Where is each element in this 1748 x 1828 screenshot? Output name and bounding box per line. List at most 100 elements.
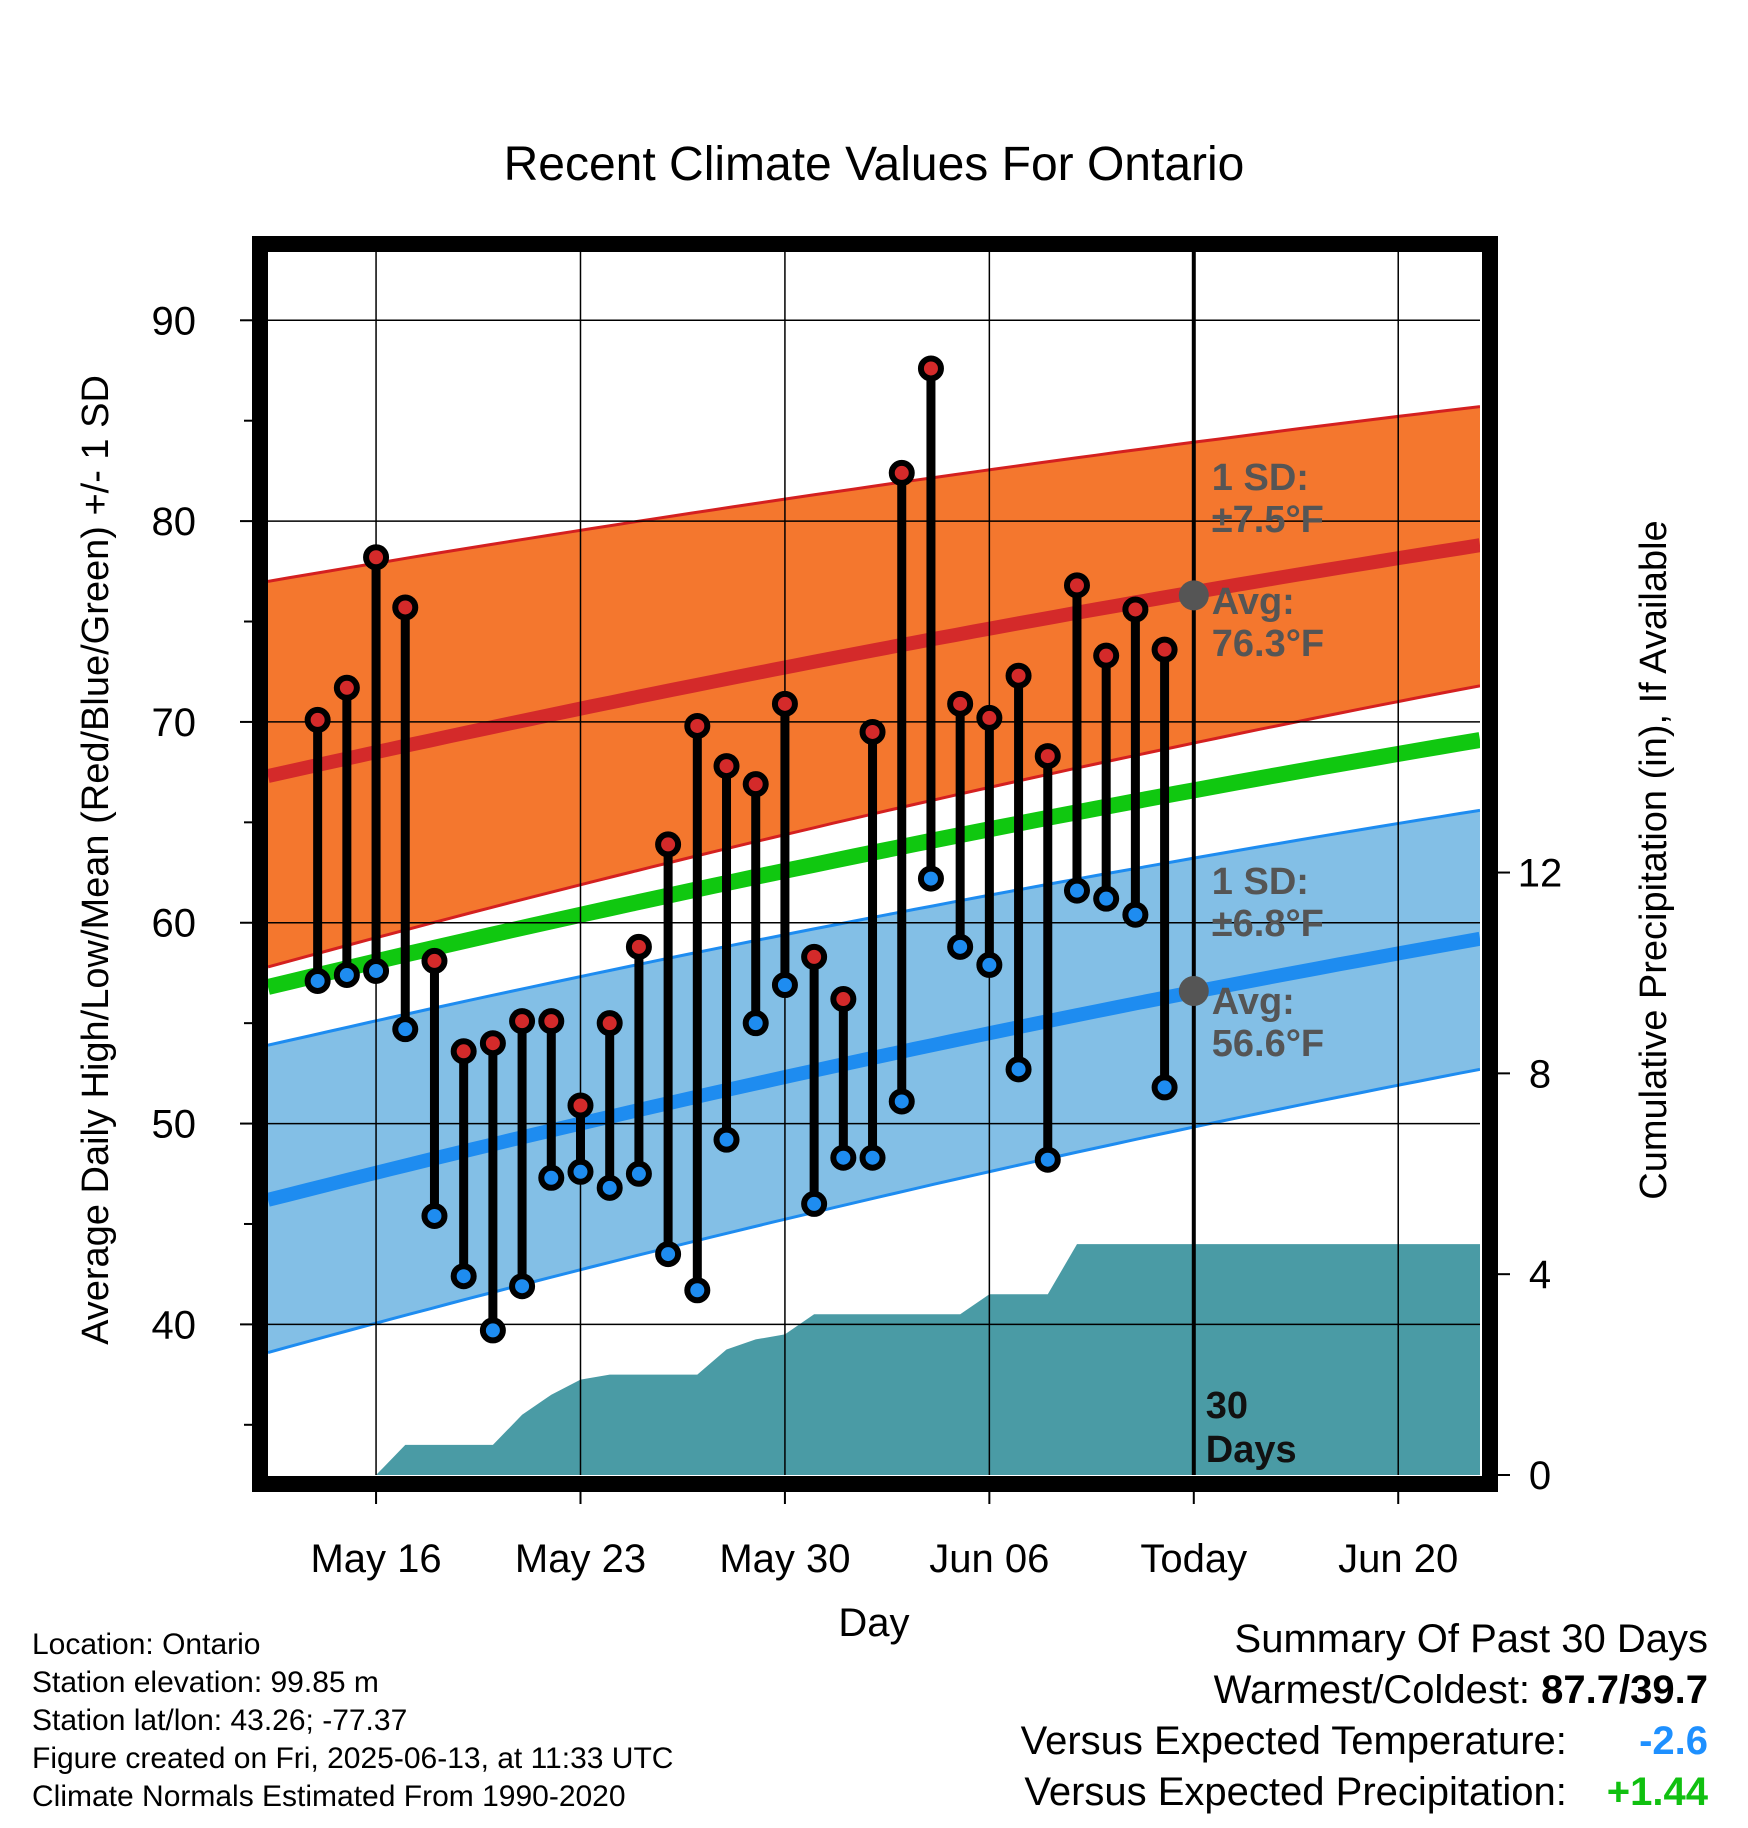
- x-tick-label: May 23: [515, 1537, 646, 1581]
- daily-low-point: [333, 961, 360, 988]
- x-tick-label: Jun 06: [929, 1537, 1049, 1581]
- warm-cold-value: 87.7/39.7: [1541, 1668, 1708, 1712]
- daily-low-point: [1151, 1074, 1178, 1101]
- summary-heading: Summary Of Past 30 Days: [1234, 1617, 1708, 1661]
- summary-panel: Summary Of Past 30 Days Warmest/Coldest:…: [1021, 1614, 1708, 1818]
- daily-low-point: [450, 1263, 477, 1290]
- low-avg-label: Avg:: [1212, 981, 1295, 1023]
- high-band: [268, 406, 1480, 967]
- low-sd-label: 1 SD:: [1212, 861, 1309, 903]
- daily-low-point: [421, 1202, 448, 1229]
- daily-low-point: [567, 1158, 594, 1185]
- high-sd-label: 1 SD:: [1212, 457, 1309, 499]
- y2-tick-label: 8: [1529, 1052, 1551, 1096]
- y2-axis-label: Cumulative Precipitation (in), If Availa…: [1633, 520, 1675, 1199]
- daily-high-point: [538, 1008, 565, 1035]
- latlon-text: Station lat/lon: 43.26; -77.37: [32, 1704, 408, 1737]
- elevation-text: Station elevation: 99.85 m: [32, 1666, 379, 1699]
- daily-high-point: [450, 1038, 477, 1065]
- daily-low-point: [625, 1160, 652, 1187]
- y-tick-label: 80: [152, 500, 197, 544]
- daily-high-point: [333, 674, 360, 701]
- x-axis-label: Day: [838, 1601, 909, 1645]
- daily-low-point: [1034, 1146, 1061, 1173]
- daily-low-point: [538, 1164, 565, 1191]
- y-tick-label: 40: [152, 1303, 197, 1347]
- daily-low-point: [888, 1088, 915, 1115]
- plot-frame: [252, 236, 1498, 1492]
- daily-high-point: [771, 690, 798, 717]
- high-band-upper-edge: [268, 405, 1480, 583]
- daily-high-point: [742, 771, 769, 798]
- daily-high-point: [509, 1008, 536, 1035]
- low-band-lower-edge: [268, 1067, 1480, 1354]
- y2-tick-label: 0: [1529, 1454, 1551, 1498]
- cumulative-precip-area: [268, 1244, 1480, 1475]
- daily-low-point: [655, 1241, 682, 1268]
- x-tick-label: Today: [1140, 1537, 1247, 1581]
- y2-tick-label: 12: [1518, 852, 1563, 896]
- x-tick-label: Jun 20: [1338, 1537, 1458, 1581]
- precip-label: Versus Expected Precipitation:: [1024, 1770, 1567, 1814]
- daily-low-point: [363, 957, 390, 984]
- daily-high-point: [976, 704, 1003, 731]
- daily-low-point: [684, 1277, 711, 1304]
- y2-tick-label: 4: [1529, 1253, 1551, 1297]
- daily-high-point: [1151, 636, 1178, 663]
- daily-high-point: [713, 753, 740, 780]
- y-tick-label: 50: [152, 1103, 197, 1147]
- today-low-avg-marker: [1178, 976, 1209, 1007]
- low-sd-value: ±6.8°F: [1212, 903, 1324, 945]
- daily-low-point: [771, 972, 798, 998]
- daily-high-point: [684, 712, 711, 739]
- y-tick-label: 60: [152, 902, 197, 946]
- y-tick-label: 70: [152, 701, 197, 745]
- daily-low-point: [713, 1126, 740, 1153]
- daily-low-point: [859, 1144, 886, 1171]
- daily-high-point: [625, 933, 652, 960]
- temp-value: -2.6: [1639, 1719, 1708, 1763]
- daily-low-point: [742, 1010, 769, 1037]
- x-tick-label: May 16: [310, 1537, 441, 1581]
- station-info: Location: Ontario Station elevation: 99.…: [32, 1626, 673, 1816]
- daily-high-point: [479, 1030, 506, 1057]
- daily-low-point: [947, 933, 974, 960]
- days-label-word: Days: [1206, 1429, 1297, 1471]
- daily-high-point: [304, 706, 331, 733]
- daily-low-point: [304, 967, 331, 994]
- daily-high-point: [1034, 743, 1061, 770]
- high-avg-value: 76.3°F: [1212, 623, 1324, 665]
- daily-high-point: [567, 1092, 594, 1119]
- y-tick-label: 90: [152, 299, 197, 343]
- daily-low-point: [917, 865, 944, 892]
- daily-low-point: [1063, 877, 1090, 904]
- high-sd-value: ±7.5°F: [1212, 499, 1324, 541]
- high-normal-line: [268, 538, 1480, 783]
- daily-low-point: [479, 1317, 506, 1344]
- daily-low-point: [976, 951, 1003, 978]
- normals-text: Climate Normals Estimated From 1990-2020: [32, 1780, 626, 1813]
- y-axis-label: Average Daily High/Low/Mean (Red/Blue/Gr…: [75, 375, 117, 1345]
- summary-precip: Versus Expected Precipitation: +1.44: [1021, 1767, 1708, 1818]
- daily-high-point: [947, 690, 974, 717]
- chart-title: Recent Climate Values For Ontario: [504, 138, 1245, 191]
- daily-high-point: [655, 831, 682, 858]
- daily-low-point: [596, 1174, 623, 1201]
- daily-high-point: [392, 594, 419, 621]
- daily-high-point: [1005, 662, 1032, 689]
- daily-low-point: [801, 1190, 828, 1217]
- daily-high-point: [801, 943, 828, 970]
- summary-warm-cold: Warmest/Coldest: 87.7/39.7: [1021, 1665, 1708, 1716]
- daily-low-point: [830, 1144, 857, 1171]
- daily-high-point: [859, 718, 886, 745]
- location-text: Location: Ontario: [32, 1628, 261, 1661]
- low-avg-value: 56.6°F: [1212, 1023, 1324, 1065]
- daily-high-point: [1063, 572, 1090, 599]
- x-tick-label: May 30: [719, 1537, 850, 1581]
- summary-temp: Versus Expected Temperature: -2.6: [1021, 1716, 1708, 1767]
- daily-high-point: [596, 1010, 623, 1037]
- precip-value: +1.44: [1606, 1770, 1708, 1814]
- created-text: Figure created on Fri, 2025-06-13, at 11…: [32, 1742, 674, 1775]
